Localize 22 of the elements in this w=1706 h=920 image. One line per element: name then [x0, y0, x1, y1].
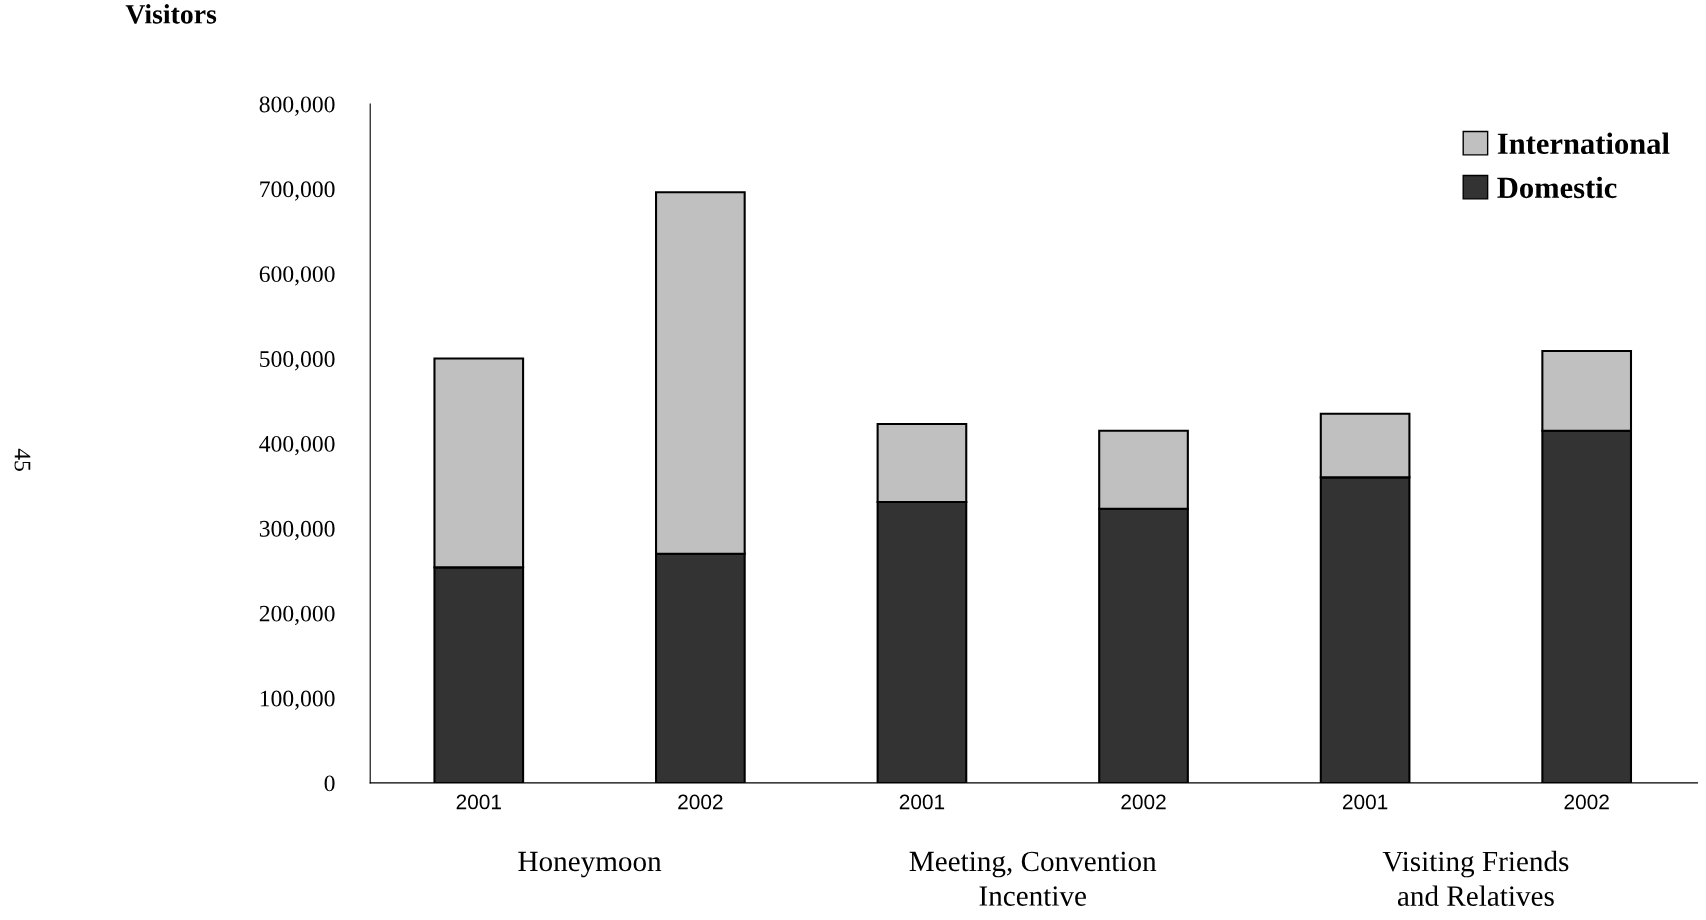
y-tick-label: 800,000	[259, 96, 335, 116]
y-tick-label: 100,000	[260, 690, 335, 710]
x-tick-label: 2001	[456, 794, 501, 810]
x-tick-label: 2002	[678, 794, 723, 810]
x-tick-label: 2002	[1121, 794, 1166, 810]
y-axis-title: Visitors	[125, 4, 217, 24]
y-tick-label: 400,000	[259, 435, 335, 456]
x-tick-label: 2001	[1342, 794, 1388, 810]
y-tick-label: 0	[324, 775, 335, 792]
y-tick-label: 200,000	[259, 605, 335, 625]
y-tick-label: 500,000	[260, 351, 335, 371]
text: Visiting Friends and Relatives	[1382, 850, 1569, 906]
y-tick-label: 700,000	[260, 181, 335, 201]
legend-label: Domestic	[1497, 176, 1617, 199]
text: Honeymoon	[518, 851, 662, 878]
x-tick-label: 2001	[899, 794, 945, 810]
text: Meeting, Convention Incentive	[909, 851, 1157, 906]
legend-label: International	[1497, 132, 1670, 155]
x-tick-label: 2002	[1564, 794, 1609, 810]
y-tick-label: 300,000	[259, 520, 335, 541]
text: 45	[14, 448, 31, 471]
y-tick-label: 600,000	[259, 266, 335, 286]
